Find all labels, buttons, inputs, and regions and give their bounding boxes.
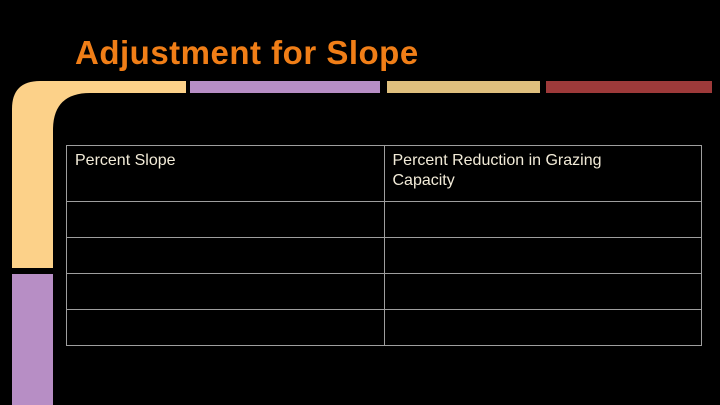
- corner-accent-shape: [12, 81, 186, 268]
- side-accent-bar-purple: [12, 274, 53, 405]
- table-cell: [383, 237, 702, 274]
- slope-table: Percent Slope Percent Reduction in Grazi…: [66, 145, 702, 346]
- table-row: [66, 309, 702, 346]
- table-header-row: Percent Slope Percent Reduction in Grazi…: [66, 145, 702, 202]
- slope-table-body: [66, 201, 702, 346]
- top-accent-bar-purple: [190, 81, 380, 93]
- table-cell: [383, 201, 702, 238]
- table-cell: [66, 237, 385, 274]
- table-row: [66, 201, 702, 238]
- header-label-percent-reduction: Percent Reduction in Grazing Capacity: [392, 152, 602, 189]
- table-cell: [66, 309, 385, 346]
- slope-table-header: Percent Slope Percent Reduction in Grazi…: [66, 145, 702, 202]
- table-cell: [66, 201, 385, 238]
- header-label-percent-slope: Percent Slope: [75, 152, 176, 169]
- table-row: [66, 273, 702, 310]
- top-accent-bar-red: [546, 81, 712, 93]
- slide-title: Adjustment for Slope: [75, 34, 419, 71]
- header-cell-percent-reduction: Percent Reduction in Grazing Capacity: [383, 145, 702, 202]
- table-cell: [66, 273, 385, 310]
- table-row: [66, 237, 702, 274]
- header-cell-percent-slope: Percent Slope: [66, 145, 385, 202]
- top-accent-bar-tan: [387, 81, 540, 93]
- table-cell: [383, 309, 702, 346]
- table-cell: [383, 273, 702, 310]
